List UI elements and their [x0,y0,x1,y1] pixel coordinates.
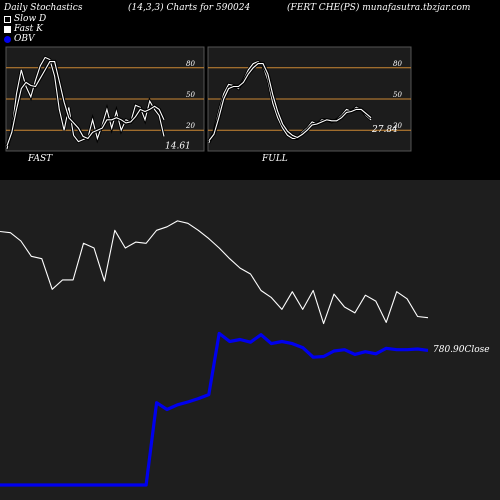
full-series-line-1 [208,63,372,141]
legend-fast-k: Fast K [4,24,43,34]
header-center-title: (14,3,3) Charts for 590024 [128,3,251,13]
fast-last-value-label: 14.61 [165,141,191,151]
legend-obv-label: OBV [14,34,35,44]
full-tick-label-1: 50 [393,91,402,99]
obv-line [0,331,429,487]
fast-tick-label-0: 80 [186,60,195,68]
close-price-label: 780.90Close [433,345,490,355]
price-panel-background [0,180,500,500]
legend-obv-swatch [4,35,11,43]
legend-slow-d: Slow D [4,14,46,24]
header-right-title: (FERT CHE(PS) munafasutra.tbzjar.com [287,3,471,13]
full-panel-label: FULL [261,154,288,164]
fast-tick-label-1: 50 [186,91,195,99]
full-panel: 80 50 20 27.84 FULL [207,46,412,164]
fast-tick-label-2: 20 [185,122,195,130]
legend-slow-d-label: Slow D [14,14,47,24]
header-left-title: Daily Stochastics [4,3,83,13]
fast-panel: 80 50 20 14.61 FAST [5,46,205,164]
full-last-value-label: 27.84 [371,125,398,135]
legend-slow-d-swatch [4,15,11,23]
close-price-line [0,220,429,325]
fast-panel-label: FAST [27,154,53,164]
fast-series-line-1 [6,61,165,146]
legend-obv: OBV [4,34,35,44]
full-tick-label-0: 80 [393,60,402,68]
legend-fast-k-label: Fast K [14,24,43,34]
full-tick-label-2: 20 [392,122,402,130]
legend-fast-k-swatch [4,25,11,33]
